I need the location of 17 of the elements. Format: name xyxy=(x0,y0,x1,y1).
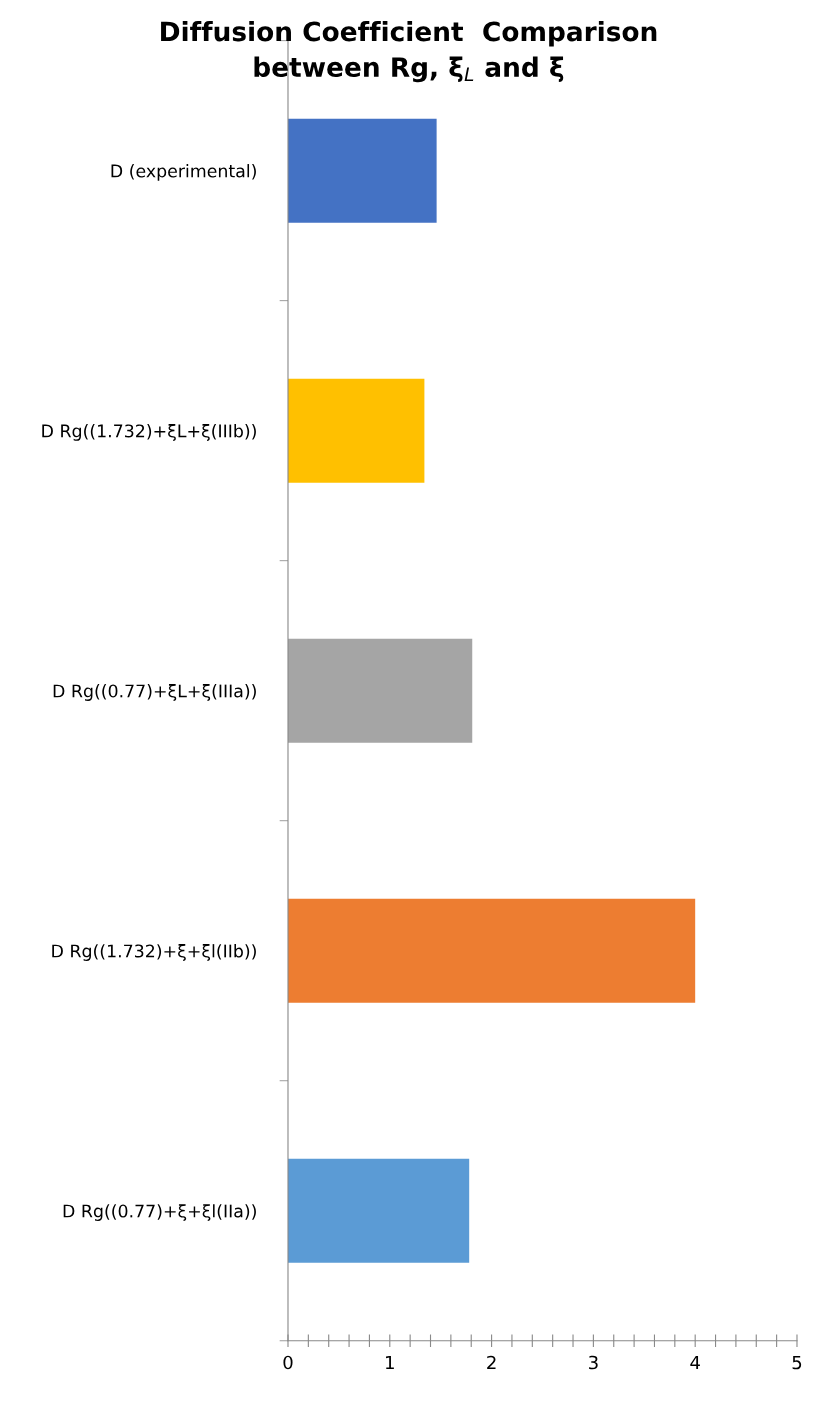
bar xyxy=(287,118,437,223)
y-tick-label: D (experimental) xyxy=(111,164,256,181)
y-tick-label: D Rg((1.732)+ξL+ξ(IIIb)) xyxy=(42,424,256,441)
bar xyxy=(287,638,473,743)
bar xyxy=(287,898,696,1003)
bar xyxy=(287,1158,470,1263)
x-tick-label: 4 xyxy=(690,1355,700,1370)
x-tick-label: 1 xyxy=(386,1355,394,1370)
y-tick-label: D Rg((0.77)+ξL+ξ(IIIa)) xyxy=(53,684,256,701)
bar xyxy=(287,378,425,483)
chart-title: Diffusion Coefficient Comparison between Rg, ξ$_{L}$ and ξ xyxy=(161,21,657,83)
x-tick-label: 3 xyxy=(589,1355,598,1370)
y-tick-label: D Rg((1.732)+ξ+ξl(IIb)) xyxy=(52,944,256,961)
x-tick-label: 2 xyxy=(487,1355,496,1370)
x-tick-label: 5 xyxy=(792,1355,802,1370)
y-tick-label: D Rg((0.77)+ξ+ξl(IIa)) xyxy=(63,1204,256,1221)
x-tick-label: 0 xyxy=(283,1355,293,1370)
